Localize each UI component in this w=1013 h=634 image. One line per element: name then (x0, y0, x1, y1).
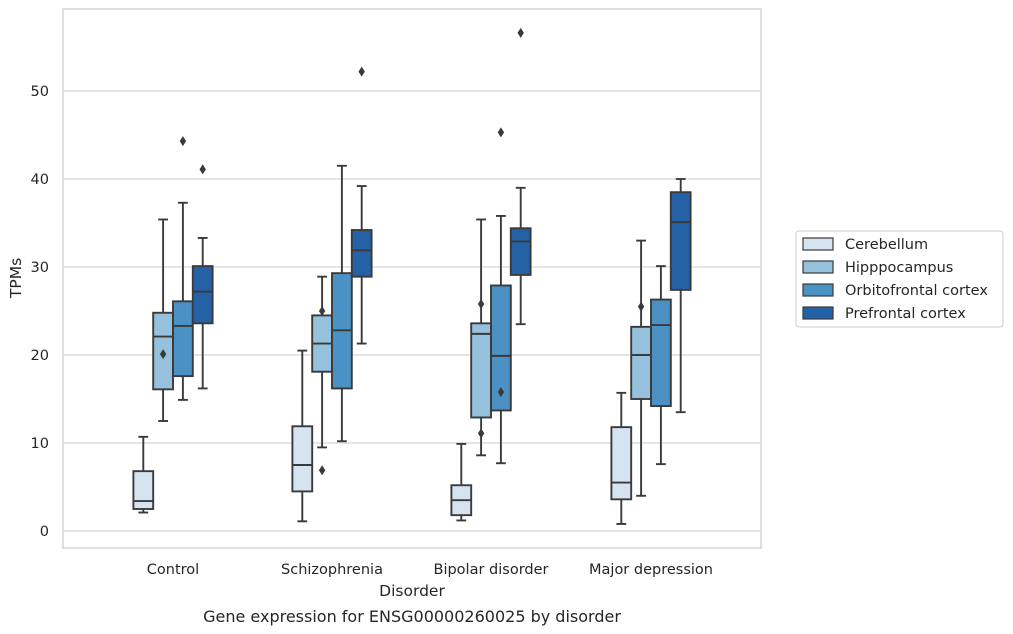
box-group (610, 391, 633, 525)
outlier-point (358, 66, 365, 77)
plot-background (63, 9, 761, 548)
outlier-point (497, 127, 505, 138)
outlier-point (199, 164, 206, 175)
outlier-point (318, 465, 326, 476)
x-tick-label: Bipolar disorder (434, 562, 549, 578)
box-group (191, 164, 214, 390)
box-group (650, 265, 672, 466)
y-axis-label: TPMs (7, 258, 25, 299)
box-group (630, 239, 652, 497)
box (669, 191, 692, 291)
box-group (132, 435, 155, 514)
box (490, 284, 512, 412)
box-group (470, 218, 492, 457)
chart-caption: Gene expression for ENSG00000260025 by d… (203, 607, 621, 626)
y-tick-label: 0 (40, 524, 49, 540)
x-tick-label: Schizophrenia (281, 562, 383, 578)
outlier-point (497, 386, 505, 397)
box-group (350, 66, 373, 345)
y-tick-label: 50 (31, 84, 49, 100)
legend-label: Hipppocampus (845, 260, 953, 276)
legend-swatch (802, 306, 834, 320)
y-tick-label: 30 (31, 260, 49, 276)
outlier-point (318, 306, 326, 316)
y-tick-labels: 0 10 20 30 40 50 (31, 84, 49, 540)
box (630, 325, 652, 400)
box-group (152, 218, 174, 422)
y-tick-label: 10 (31, 436, 49, 452)
box (191, 265, 214, 325)
x-tick-labels: Control Schizophrenia Bipolar disorder Majo… (147, 562, 713, 578)
box-group (291, 349, 314, 523)
legend-label: Prefrontal cortex (845, 306, 966, 322)
legend-swatch (802, 237, 834, 251)
legend-frame (795, 230, 1004, 328)
box (509, 227, 532, 276)
outlier-point (637, 301, 645, 312)
x-tick-label: Control (147, 562, 199, 578)
box (470, 322, 492, 419)
legend: Cerebellum Hipppocampus Orbitofrontal cort… (795, 230, 1004, 328)
box-plots (132, 27, 692, 525)
outlier-point (517, 27, 524, 38)
outlier-point (477, 298, 485, 309)
x-tick-label: Major depression (589, 562, 713, 578)
legend-swatch (802, 283, 834, 297)
outlier-point (477, 428, 485, 439)
box-group (490, 127, 512, 465)
plot-frame (62, 8, 762, 549)
box (610, 426, 633, 501)
box-group (450, 442, 473, 522)
box-group (172, 136, 194, 401)
legend-swatch (802, 260, 834, 274)
legend-label: Cerebellum (845, 237, 928, 253)
x-axis-label: Disorder (379, 582, 445, 600)
box-group (509, 27, 532, 326)
box (172, 300, 194, 378)
box (650, 298, 672, 407)
box (291, 425, 314, 493)
box-group (669, 178, 692, 414)
legend-label: Orbitofrontal cortex (845, 283, 988, 299)
box (132, 470, 155, 510)
outlier-point (179, 136, 187, 147)
y-tick-label: 20 (31, 348, 49, 364)
box-group (331, 164, 353, 443)
outlier-point (159, 349, 167, 360)
box (350, 229, 373, 278)
y-tick-label: 40 (31, 172, 49, 188)
